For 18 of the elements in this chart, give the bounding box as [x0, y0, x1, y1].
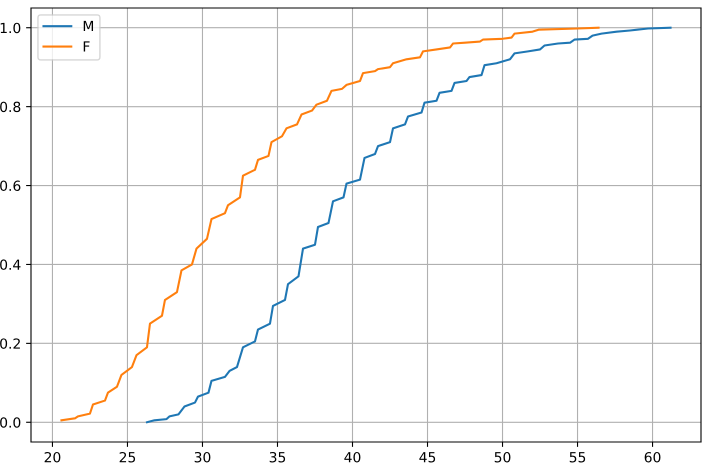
- y-tick-label: 0.0: [0, 417, 20, 428]
- x-tick-label: 60: [644, 452, 660, 462]
- line-series: [146, 26, 672, 424]
- x-tick-label: 40: [344, 452, 360, 462]
- legend-label: F: [84, 41, 90, 52]
- y-tick-label: 1.0: [0, 22, 20, 34]
- x-tick-label: 20: [44, 452, 60, 462]
- x-tick-label: 25: [120, 452, 136, 462]
- y-tick-label: 0.8: [0, 102, 20, 112]
- y-tick-label: 0.2: [0, 338, 20, 349]
- x-tick-label: 30: [194, 452, 210, 462]
- x-tick-label: 35: [270, 452, 286, 462]
- x-tick-label: 50: [494, 452, 510, 462]
- y-tick-label: 0.6: [0, 180, 20, 192]
- legend-label: M: [84, 20, 94, 32]
- y-tick-label: 0.4: [0, 259, 20, 270]
- x-tick-label: 45: [419, 452, 436, 462]
- x-tick-label: 55: [570, 452, 586, 462]
